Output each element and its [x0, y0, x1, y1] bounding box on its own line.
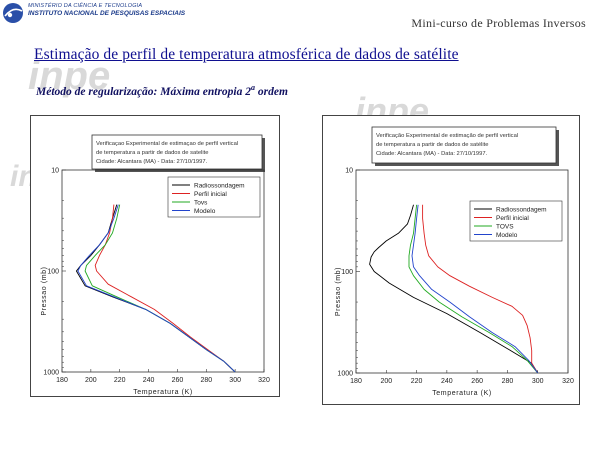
legend-label: Perfil inicial	[496, 215, 529, 222]
chart-title-line: de temperatura a partir de dados de saté…	[376, 142, 488, 148]
x-tick-label: 300	[229, 377, 241, 384]
subtitle-end: ordem	[255, 85, 288, 98]
series-line-tovs	[408, 204, 539, 374]
legend-label: Perfil inicial	[194, 191, 227, 198]
x-tick-label: 300	[532, 378, 544, 385]
y-tick-label: 10	[51, 168, 59, 175]
y-tick-label: 1000	[337, 371, 353, 378]
series-line-perfil-inicial	[422, 204, 539, 374]
x-tick-label: 200	[380, 378, 392, 385]
series-line-modelo	[411, 204, 539, 374]
chart-title-line: Verificaçao Experimental de estimaçao de…	[96, 141, 238, 147]
institute-line2: INSTITUTO NACIONAL DE PESQUISAS ESPACIAI…	[28, 10, 186, 17]
institute-line1: MINISTÉRIO DA CIÊNCIA E TECNOLOGIA	[28, 3, 143, 9]
x-tick-label: 220	[411, 378, 423, 385]
x-tick-label: 320	[258, 377, 270, 384]
slide-title: Estimação de perfil de temperatura atmos…	[34, 46, 459, 63]
course-name: Mini-curso de Problemas Inversos	[411, 16, 586, 30]
subtitle-main: Método de regularização: Máxima entropia…	[36, 85, 251, 98]
chart-title-line: Cidade: Alcantara (MA) - Data: 27/10/199…	[96, 159, 208, 165]
y-tick-label: 100	[341, 269, 353, 276]
title-box	[91, 134, 263, 170]
chart-title-line: de temperatura a partir de dados de sate…	[96, 150, 208, 156]
y-tick-label: 10	[345, 168, 353, 175]
chart-title-line: Cidade: Alcantara (MA) - Data: 27/10/199…	[376, 151, 488, 157]
series-line-radiossondagem	[369, 204, 539, 374]
title-box	[371, 126, 557, 164]
slide-subtitle: Método de regularização: Máxima entropia…	[36, 83, 288, 98]
x-tick-label: 180	[350, 378, 362, 385]
y-axis-label: Pressao (mb)	[41, 266, 48, 315]
x-tick-label: 260	[471, 378, 483, 385]
slide-header: MINISTÉRIO DA CIÊNCIA E TECNOLOGIA INSTI…	[0, 0, 600, 34]
y-tick-label: 100	[47, 269, 59, 276]
x-tick-label: 320	[562, 378, 574, 385]
institute-name: MINISTÉRIO DA CIÊNCIA E TECNOLOGIA INSTI…	[28, 3, 185, 17]
legend-label: Tovs	[194, 199, 208, 206]
subtitle-superscript: a	[251, 83, 255, 92]
legend-label: Modelo	[194, 208, 216, 215]
y-tick-label: 1000	[43, 370, 59, 377]
x-tick-label: 220	[114, 377, 126, 384]
x-axis-label: Temperatura (K)	[432, 390, 492, 397]
x-tick-label: 240	[441, 378, 453, 385]
x-tick-label: 260	[172, 377, 184, 384]
chart-left: Verificaçao Experimental de estimaçao de…	[30, 115, 280, 397]
chart-right: Verificação Experimental de estimação de…	[322, 115, 580, 405]
y-axis-label: Pressao (mb)	[335, 267, 342, 316]
legend-label: Modelo	[496, 232, 518, 239]
x-axis-label: Temperatura (K)	[133, 389, 193, 396]
x-tick-label: 180	[56, 377, 68, 384]
legend-label: Radiossondagem	[496, 206, 547, 213]
series-line-perfil-inicial	[94, 204, 236, 373]
legend-label: Radiossondagem	[194, 182, 245, 189]
chart-title-line: Verificação Experimental de estimação de…	[376, 133, 518, 139]
x-tick-label: 200	[85, 377, 97, 384]
legend-label: TOVS	[496, 223, 514, 230]
x-tick-label: 280	[200, 377, 212, 384]
x-tick-label: 280	[502, 378, 514, 385]
inpe-logo-icon	[3, 3, 23, 23]
watermark: inpe	[28, 54, 111, 98]
series-line-modelo	[77, 204, 236, 373]
x-tick-label: 240	[143, 377, 155, 384]
